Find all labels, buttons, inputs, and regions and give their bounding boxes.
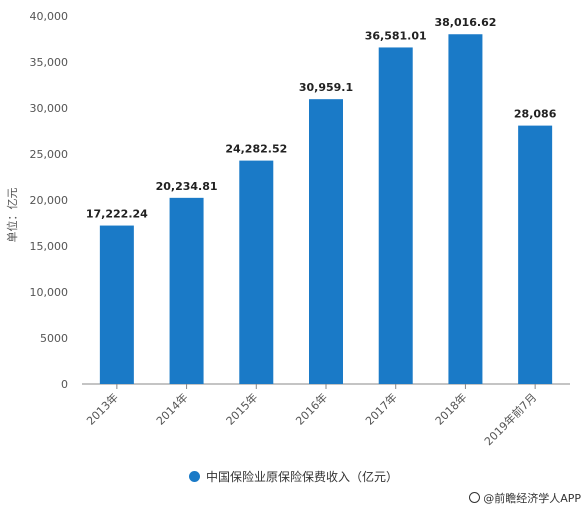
legend[interactable]: 中国保险业原保险保费收入（亿元） [0,468,587,485]
bar[interactable] [518,125,553,385]
credit-text: @前瞻经济学人APP [483,492,581,505]
legend-label: 中国保险业原保险保费收入（亿元） [205,470,398,484]
y-tick-label: 10,000 [30,286,69,299]
y-tick-label: 15,000 [30,240,69,253]
bar[interactable] [239,160,274,384]
data-label: 30,959.1 [299,81,353,94]
x-axis-ticks: 2013年 2014年 2015年 2016年 2017年 2018年 2019年前7月 [84,384,539,448]
bar[interactable] [99,225,134,384]
legend-marker [188,471,200,482]
data-label: 20,234.81 [156,180,218,193]
data-labels-group: 17,222.24 20,234.81 24,282.52 30,959.1 36,58… [86,16,557,220]
bars-group [99,34,553,385]
x-tick-label: 2018年 [432,390,469,427]
y-tick-label: 40,000 [30,10,69,23]
y-tick-label: 5000 [40,332,68,345]
data-label: 28,086 [514,108,557,121]
y-axis-ticks: 0 5000 10,000 15,000 20,000 25,000 30,000 35,00… [30,10,69,391]
x-tick-label: 2019年前7月 [481,390,539,448]
data-label: 24,282.52 [225,143,287,156]
y-tick-label: 30,000 [30,102,69,115]
y-axis-label: 单位：亿元 [5,188,19,243]
x-tick-label: 2014年 [153,390,190,427]
x-tick-label: 2016年 [293,390,330,427]
bar[interactable] [448,34,483,384]
bar[interactable] [309,99,343,385]
data-label: 17,222.24 [86,208,148,221]
data-label: 36,581.01 [365,29,427,42]
y-tick-label: 20,000 [30,194,69,207]
x-tick-label: 2017年 [362,390,399,427]
bar[interactable] [169,197,204,384]
data-label: 38,016.62 [434,16,496,29]
bar[interactable] [378,47,413,384]
x-tick-label: 2013年 [84,390,121,427]
copyright-icon [469,492,481,503]
x-tick-label: 2015年 [223,390,260,427]
y-tick-label: 35,000 [30,56,69,69]
source-credit: @前瞻经济学人APP [469,490,581,506]
y-tick-label: 0 [61,378,68,391]
y-tick-label: 25,000 [30,148,69,161]
